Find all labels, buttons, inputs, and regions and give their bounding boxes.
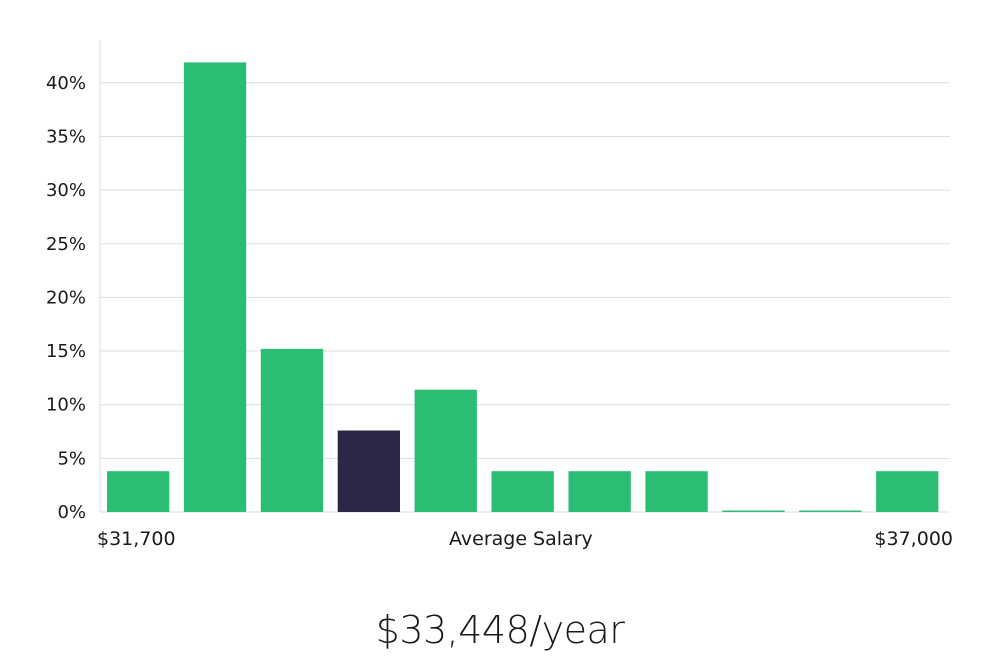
y-tick-label: 25%	[46, 234, 86, 255]
bar	[491, 471, 554, 512]
y-tick-label: 10%	[46, 395, 86, 416]
y-tick-label: 15%	[46, 341, 86, 362]
bar	[876, 471, 939, 512]
x-axis-title: Average Salary	[449, 528, 593, 550]
bar	[722, 510, 785, 512]
y-tick-label: 40%	[46, 73, 86, 94]
bar	[107, 471, 170, 512]
bar	[414, 389, 477, 512]
y-tick-label: 20%	[46, 287, 86, 308]
bar	[568, 471, 631, 512]
salary-distribution-chart: 0% 5% 10% 15% 20% 25% 30% 35% 40%	[46, 40, 950, 523]
y-tick-label: 5%	[57, 448, 86, 469]
bars	[107, 62, 939, 513]
bar	[183, 62, 247, 513]
x-axis-min-label: $31,700	[97, 528, 176, 550]
bar	[260, 348, 324, 512]
average-salary-value: $33,448/year	[375, 608, 625, 652]
y-tick-label: 30%	[46, 180, 86, 201]
bar	[799, 510, 862, 512]
bar-highlight	[337, 430, 400, 512]
y-tick-label: 35%	[46, 126, 86, 147]
y-tick-label: 0%	[57, 502, 86, 523]
bar	[645, 471, 708, 512]
y-axis-ticks: 0% 5% 10% 15% 20% 25% 30% 35% 40%	[46, 73, 86, 523]
x-axis-max-label: $37,000	[874, 528, 953, 550]
